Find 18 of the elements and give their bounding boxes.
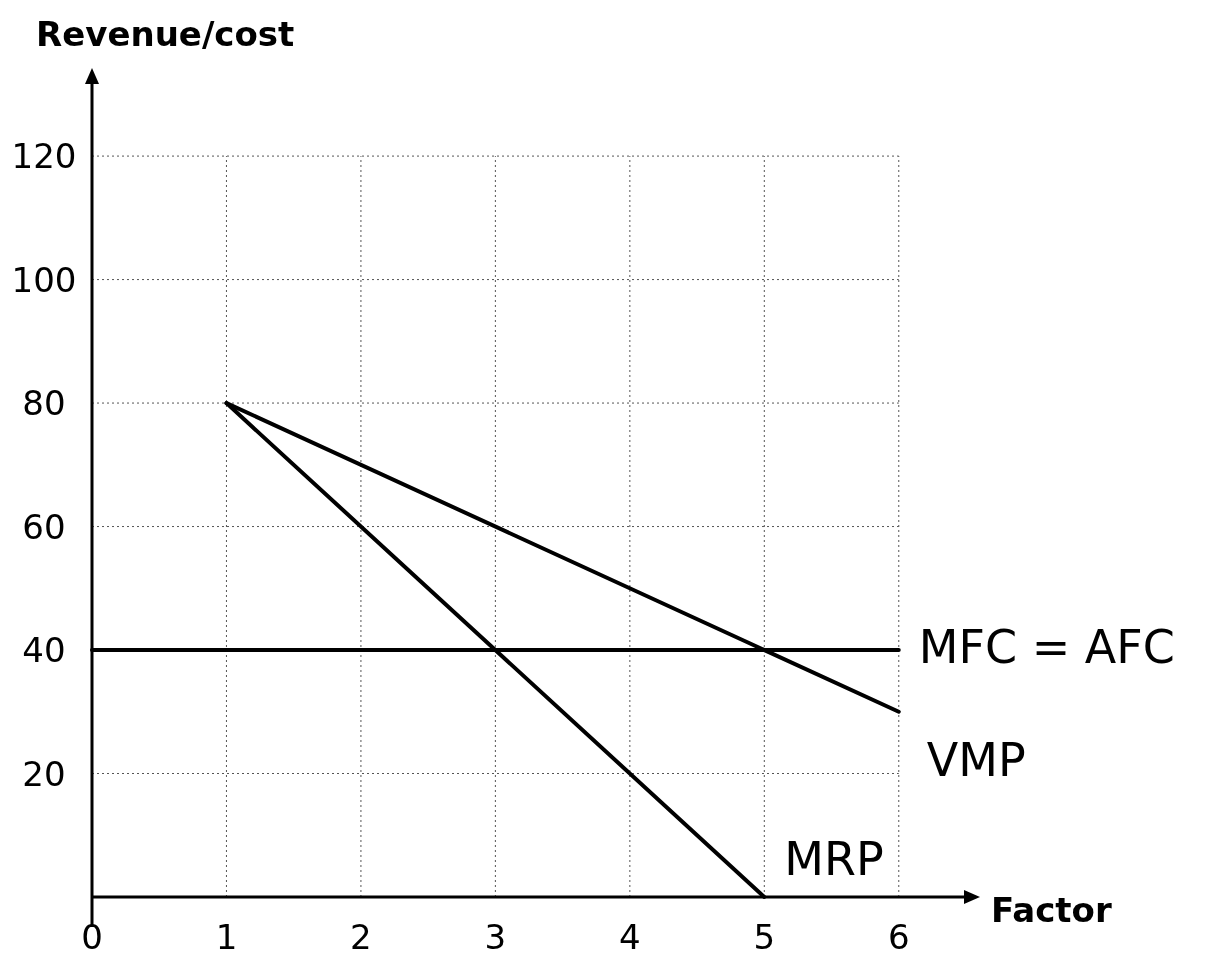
x-tick-label: 6 [887,917,910,957]
x-axis-title: Factor [991,890,1112,930]
x-tick-label: 4 [619,917,641,957]
y-tick-label: 60 [22,506,66,547]
series-label: MFC = AFC [918,619,1175,674]
series-label: VMP [926,733,1026,788]
x-tick-label: 0 [81,917,103,957]
y-tick-label: 100 [11,259,77,300]
x-tick-label: 1 [215,917,238,957]
x-tick-label: 2 [350,917,372,957]
y-tick-label: 20 [22,753,66,794]
y-tick-label: 40 [22,630,66,671]
x-tick-label: 3 [484,917,507,957]
y-tick-label: 120 [11,136,77,177]
y-tick-label: 80 [22,383,66,424]
x-tick-label: 5 [753,917,776,957]
y-axis-title: Revenue/cost [36,14,295,54]
series-label: MRP [784,832,884,886]
